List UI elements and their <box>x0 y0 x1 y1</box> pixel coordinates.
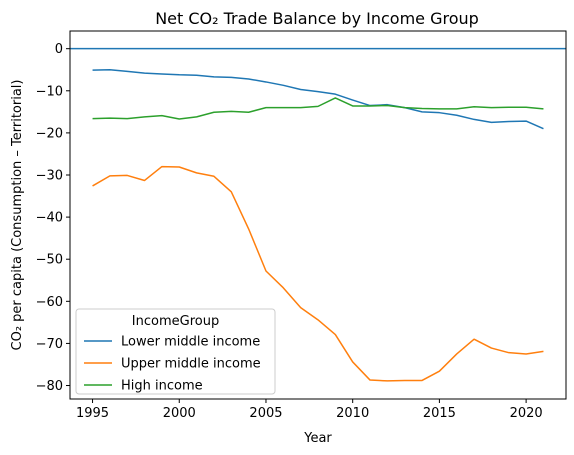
axis-ticks: 1995 2000 2005 2010 2015 2020 0 −10 −20 −30 −40 −50… <box>36 42 543 421</box>
y-tick-label: −30 <box>36 169 63 184</box>
x-tick-label: 2000 <box>163 406 196 421</box>
series-line-2 <box>92 97 544 120</box>
y-tick-label: −70 <box>36 337 63 352</box>
y-tick-label: −50 <box>36 253 63 268</box>
x-tick-label: 2015 <box>423 406 456 421</box>
y-tick-label: −80 <box>36 379 63 394</box>
y-tick-label: 0 <box>55 42 63 57</box>
legend-box <box>75 308 276 395</box>
y-tick-label: −40 <box>36 211 63 226</box>
x-axis-title: Year <box>303 431 332 446</box>
y-axis-title: CO₂ per capita (Consumption – Territoria… <box>10 80 25 351</box>
legend-label-1: Upper middle income <box>121 357 261 372</box>
series-line-0 <box>92 68 544 130</box>
y-tick-label: −10 <box>36 84 63 99</box>
legend: IncomeGroup Lower middle income Upper mid… <box>75 308 276 395</box>
series-lines <box>92 68 544 382</box>
legend-label-2: High income <box>121 379 203 394</box>
legend-title: IncomeGroup <box>132 314 219 329</box>
x-tick-label: 2020 <box>510 406 543 421</box>
series-line-1 <box>92 165 544 382</box>
legend-label-0: Lower middle income <box>121 335 260 350</box>
x-tick-label: 2005 <box>249 406 282 421</box>
y-tick-label: −20 <box>36 126 63 141</box>
plot-frame <box>69 30 567 400</box>
y-tick-label: −60 <box>36 295 63 310</box>
chart-title: Net CO₂ Trade Balance by Income Group <box>155 9 479 28</box>
x-tick-label: 2010 <box>336 406 369 421</box>
x-tick-label: 1995 <box>76 406 109 421</box>
